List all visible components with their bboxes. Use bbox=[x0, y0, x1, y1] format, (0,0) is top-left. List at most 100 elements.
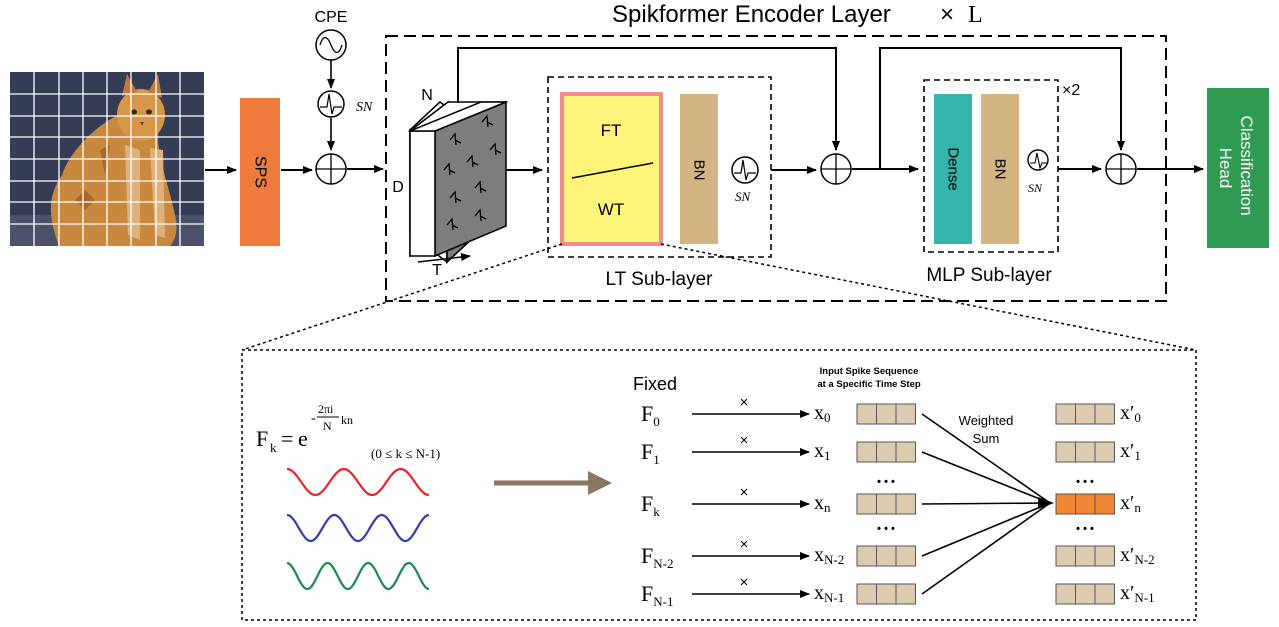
sn-label-lt: SN bbox=[735, 189, 752, 204]
output-spike-cell-highlight bbox=[1094, 493, 1115, 515]
sps-label: SPS bbox=[252, 156, 269, 188]
weighted-sum-arrowhead bbox=[1038, 497, 1054, 509]
multiply-sign: × bbox=[740, 574, 749, 591]
svg-text:L: L bbox=[968, 2, 983, 28]
svg-text:Spikformer Encoder Layer: Spikformer Encoder Layer bbox=[612, 1, 891, 28]
tensor-cube bbox=[407, 100, 509, 258]
ellipsis-input-upper: • • • bbox=[877, 476, 895, 488]
classification-head-block bbox=[1207, 88, 1269, 248]
lt-bn-label: BN bbox=[691, 160, 708, 181]
spike-glyph bbox=[466, 154, 479, 168]
x-label-1: x1 bbox=[814, 440, 831, 463]
zoom-connector-right bbox=[660, 243, 1197, 351]
input-spike-cell bbox=[856, 493, 877, 515]
sps-block bbox=[240, 98, 280, 246]
cpe-label: CPE bbox=[315, 9, 348, 26]
dense-block bbox=[934, 94, 972, 244]
input-spike-cell bbox=[856, 441, 877, 463]
basis-waves bbox=[286, 467, 430, 591]
output-spike-cell bbox=[1055, 583, 1076, 605]
input-spike-cell bbox=[876, 403, 897, 425]
multiply-sign: × bbox=[740, 484, 749, 501]
dense-label: Dense bbox=[945, 147, 962, 190]
xprime-label-N-1: x′N-1 bbox=[1120, 582, 1155, 605]
multiply-sign: × bbox=[740, 432, 749, 449]
output-spike-cell bbox=[1055, 441, 1076, 463]
input-caption-line2: at a Specific Time Step bbox=[817, 379, 921, 390]
big-transform-arrow-head bbox=[588, 471, 612, 495]
output-spike-cell bbox=[1055, 545, 1076, 567]
output-spike-cell bbox=[1055, 403, 1076, 425]
input-spike-cell bbox=[895, 583, 916, 605]
spike-glyph bbox=[474, 180, 487, 194]
weighted-label-line1: Weighted bbox=[959, 413, 1014, 428]
output-spike-cell bbox=[1094, 545, 1115, 567]
input-cat-image bbox=[10, 72, 204, 246]
f-label-N-1: FN-1 bbox=[641, 581, 673, 609]
fixed-label: Fixed bbox=[633, 374, 677, 394]
svg-text:kn: kn bbox=[341, 413, 353, 427]
output-spike-cell bbox=[1094, 583, 1115, 605]
svg-text:×: × bbox=[940, 1, 954, 28]
weighted-sum-line bbox=[921, 502, 1051, 595]
output-spike-cell bbox=[1075, 545, 1096, 567]
input-caption-line1: Input Spike Sequence bbox=[820, 366, 919, 377]
lt-bn-block bbox=[680, 94, 718, 244]
output-spike-cell bbox=[1075, 403, 1096, 425]
spiking-neuron-icon-lt bbox=[731, 156, 759, 184]
f-label-k: Fk bbox=[641, 491, 660, 519]
tensor-t-arrow bbox=[417, 253, 471, 263]
input-spike-cell bbox=[876, 441, 897, 463]
tensor-n-label: N bbox=[421, 87, 433, 104]
spike-glyph bbox=[443, 162, 456, 176]
spike-glyph bbox=[446, 217, 459, 231]
input-spike-cell bbox=[876, 493, 897, 515]
weighted-sum-line bbox=[921, 451, 1051, 504]
xprime-label-0: x′0 bbox=[1120, 402, 1141, 425]
sn-label-cpe: SN bbox=[356, 100, 373, 115]
ft-wt-block bbox=[560, 92, 663, 246]
f-label-1: F1 bbox=[641, 439, 660, 467]
x-label-n: xn bbox=[814, 492, 831, 515]
lt-detail-box bbox=[241, 349, 1197, 621]
basis-wave-3 bbox=[286, 561, 430, 591]
input-spike-cell bbox=[895, 493, 916, 515]
classification-head-label: Classification Head bbox=[1216, 116, 1256, 221]
multiply-sign: × bbox=[740, 394, 749, 411]
output-spike-cell bbox=[1094, 403, 1115, 425]
x-label-N-2: xN-2 bbox=[814, 544, 844, 567]
mlp-sublayer-caption: MLP Sub-layer bbox=[926, 265, 1052, 286]
spike-glyph bbox=[449, 132, 462, 146]
output-spike-cell-highlight bbox=[1075, 493, 1096, 515]
x-label-N-1: xN-1 bbox=[814, 582, 844, 605]
weighted-sum-line bbox=[921, 502, 1051, 557]
residual-arrow-mlp bbox=[879, 47, 1125, 169]
svg-text:2πi: 2πi bbox=[318, 402, 334, 416]
f-label-0: F0 bbox=[641, 401, 660, 429]
svg-text:F: F bbox=[256, 426, 268, 451]
wt-label: WT bbox=[598, 200, 624, 219]
input-spike-cell bbox=[876, 545, 897, 567]
mlp-bn-label: BN bbox=[992, 159, 1009, 180]
xprime-label-1: x′1 bbox=[1120, 440, 1141, 463]
spike-glyph bbox=[489, 142, 502, 156]
mlp-bn-block bbox=[981, 94, 1019, 244]
input-spike-cell bbox=[895, 403, 916, 425]
weighted-label-line2: Sum bbox=[973, 431, 1000, 446]
output-spike-cell bbox=[1075, 441, 1096, 463]
spiking-neuron-icon-cpe bbox=[317, 90, 345, 118]
xprime-label-n: x′n bbox=[1120, 492, 1141, 515]
input-spike-cell bbox=[856, 403, 877, 425]
f-label-N-2: FN-2 bbox=[641, 543, 673, 571]
svg-text:(0 ≤ k ≤ N-1): (0 ≤ k ≤ N-1) bbox=[371, 446, 440, 461]
lt-sublayer-caption: LT Sub-layer bbox=[605, 269, 713, 290]
zoom-connector-left bbox=[241, 243, 563, 351]
weighted-sum-line bbox=[921, 502, 1051, 505]
output-spike-cell bbox=[1075, 583, 1096, 605]
basis-wave-1 bbox=[286, 467, 430, 497]
ellipsis-input-lower: • • • bbox=[877, 523, 895, 535]
sn-label-mlp: SN bbox=[1028, 181, 1043, 195]
tensor-t-label: T bbox=[432, 262, 442, 279]
output-spike-cell-highlight bbox=[1055, 493, 1076, 515]
